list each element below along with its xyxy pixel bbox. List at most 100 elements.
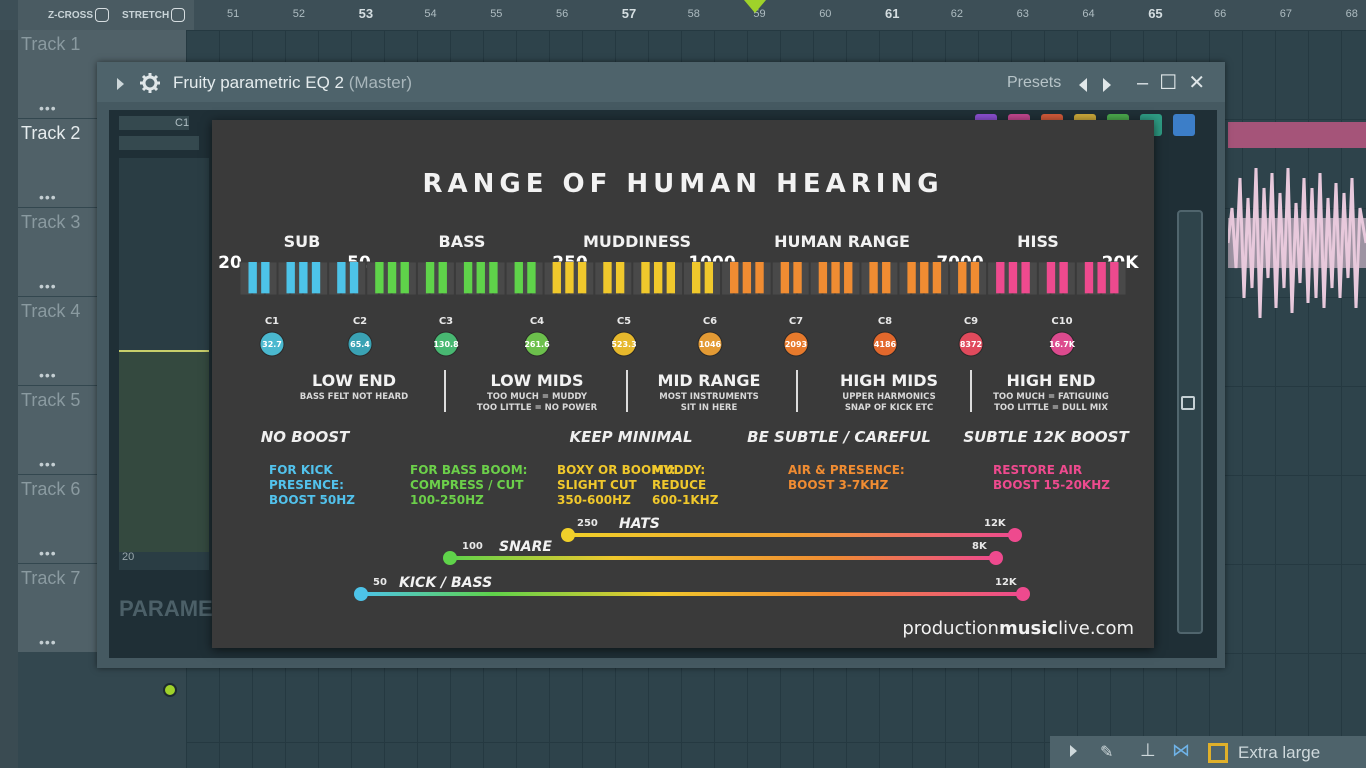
track-label: Track 7 [21,568,81,588]
eq-freq-label: 20 [122,551,135,563]
zoom-size-label[interactable]: Extra large [1238,743,1321,762]
note-frequency: 1046 [699,340,722,349]
eq-title-bar[interactable]: Fruity parametric EQ 2 (Master) Presets … [97,62,1225,102]
black-key [932,262,942,294]
range-high-label: 12K [984,518,1007,529]
track-mute-led[interactable] [163,683,177,697]
track-label: Track 3 [21,212,81,232]
ruler-tick-66: 66 [1214,8,1227,20]
freq-marker: 20 [218,253,242,273]
minimize-icon[interactable]: – [1137,72,1149,94]
stretch-toggle[interactable]: STRETCH [122,8,186,22]
black-key [844,262,853,294]
black-key [907,262,916,294]
range-start-dot [443,551,457,565]
black-key [831,262,840,294]
note-name: C8 [878,316,892,327]
track-grip-icon[interactable]: ••• [39,278,57,294]
black-key [704,262,714,294]
snap-icon[interactable]: ⋈ [1172,740,1190,760]
eq-tip: FOR KICK [269,463,333,477]
range-label: SUB [284,232,321,251]
black-key [641,262,650,294]
eq-tip: 350-600HZ [557,493,631,507]
range-label: MUDDINESS [583,232,691,251]
audio-clip-header[interactable] [1228,122,1366,148]
band-title: LOW MIDS [490,371,583,390]
band-description: TOO LITTLE = DULL MIX [994,403,1108,413]
ruler-tick-52: 52 [292,8,306,20]
bar-ruler[interactable]: 51 52 53 54 55 56 57 58 59 60 61 62 63 64 65 66 67 68 [194,0,1366,30]
instrument-name: HATS [619,516,660,532]
band-description: MOST INSTRUMENTS [659,392,759,402]
black-key [1097,262,1106,294]
zcross-toggle[interactable]: Z-CROSS [48,8,109,22]
expand-arrow-icon[interactable] [117,78,124,90]
close-icon[interactable]: ✕ [1188,72,1206,94]
fader-knob[interactable] [1181,396,1195,410]
timeline-toggles: Z-CROSS STRETCH [18,0,194,30]
range-low-label: 100 [462,541,483,552]
eq-tip: RESTORE AIR [993,463,1082,477]
credit-part: live [1058,618,1090,639]
playhead-marker[interactable] [744,0,766,13]
ruler-tick-63: 63 [1016,8,1029,20]
track-grip-icon[interactable]: ••• [39,189,57,205]
black-key [527,262,536,294]
note-frequency: 130.8 [433,340,459,349]
note-circle [958,331,984,357]
bottom-toolbar: ✎ ⊥ ⋈ Extra large [1050,736,1366,768]
advice-label: NO BOOST [261,428,351,446]
black-key [653,262,663,294]
preset-prev-icon[interactable] [1079,78,1087,92]
stretch-checkbox[interactable] [171,8,186,22]
ruler-tick-51: 51 [227,8,240,20]
track-grip-icon[interactable]: ••• [39,100,57,116]
range-low-label: 250 [577,518,598,529]
ruler-tick-56: 56 [556,8,569,20]
note-name: C9 [964,316,978,327]
size-icon[interactable] [1208,743,1228,763]
eq-curve-line [119,350,209,352]
maximize-icon[interactable]: ☐ [1159,72,1178,94]
timeline-bar: Z-CROSS STRETCH 51 52 53 54 55 56 57 58 59 60 61 62… [0,0,1366,30]
ruler-tick-58: 58 [687,8,700,20]
note-circle [611,331,637,357]
track-grip-icon[interactable]: ••• [39,367,57,383]
track-grip-icon[interactable]: ••• [39,634,57,650]
eq-tip: REDUCE [652,478,706,492]
audio-waveform [1228,167,1366,319]
black-key [565,262,574,294]
advice-label: KEEP MINIMAL [569,428,692,446]
advice-label: BE SUBTLE / CAREFUL [747,428,931,446]
zcross-label: Z-CROSS [48,9,93,21]
track-grip-icon[interactable]: ••• [39,456,57,472]
band-description: BASS FELT NOT HEARD [300,392,408,402]
pin-icon[interactable]: ⊥ [1140,740,1156,760]
brush-icon[interactable]: ✎ [1100,744,1114,761]
ruler-tick-62: 62 [950,8,964,20]
black-key [1021,262,1030,294]
preset-next-icon[interactable] [1103,78,1111,92]
band-title: HIGH MIDS [840,371,938,390]
zcross-checkbox[interactable] [95,8,109,22]
note-frequency: 4186 [874,340,897,349]
range-low-label: 50 [373,577,387,588]
gear-icon[interactable] [139,72,161,94]
output-fader[interactable] [1177,210,1203,634]
black-key [577,262,587,294]
presets-label[interactable]: Presets [1007,74,1062,91]
track-label: Track 6 [21,479,81,499]
note-name: C1 [265,316,279,327]
note-circle [783,331,809,357]
left-edge [0,30,18,768]
track-grip-icon[interactable]: ••• [39,545,57,561]
black-key [349,262,359,294]
black-key [958,262,967,294]
eq-graph-fill [119,352,209,552]
band-button-7[interactable] [1173,114,1195,136]
instrument-range-bar [361,592,1023,596]
play-arrow-icon[interactable] [1070,745,1077,757]
black-key [476,262,485,294]
band-description: SIT IN HERE [681,403,738,413]
